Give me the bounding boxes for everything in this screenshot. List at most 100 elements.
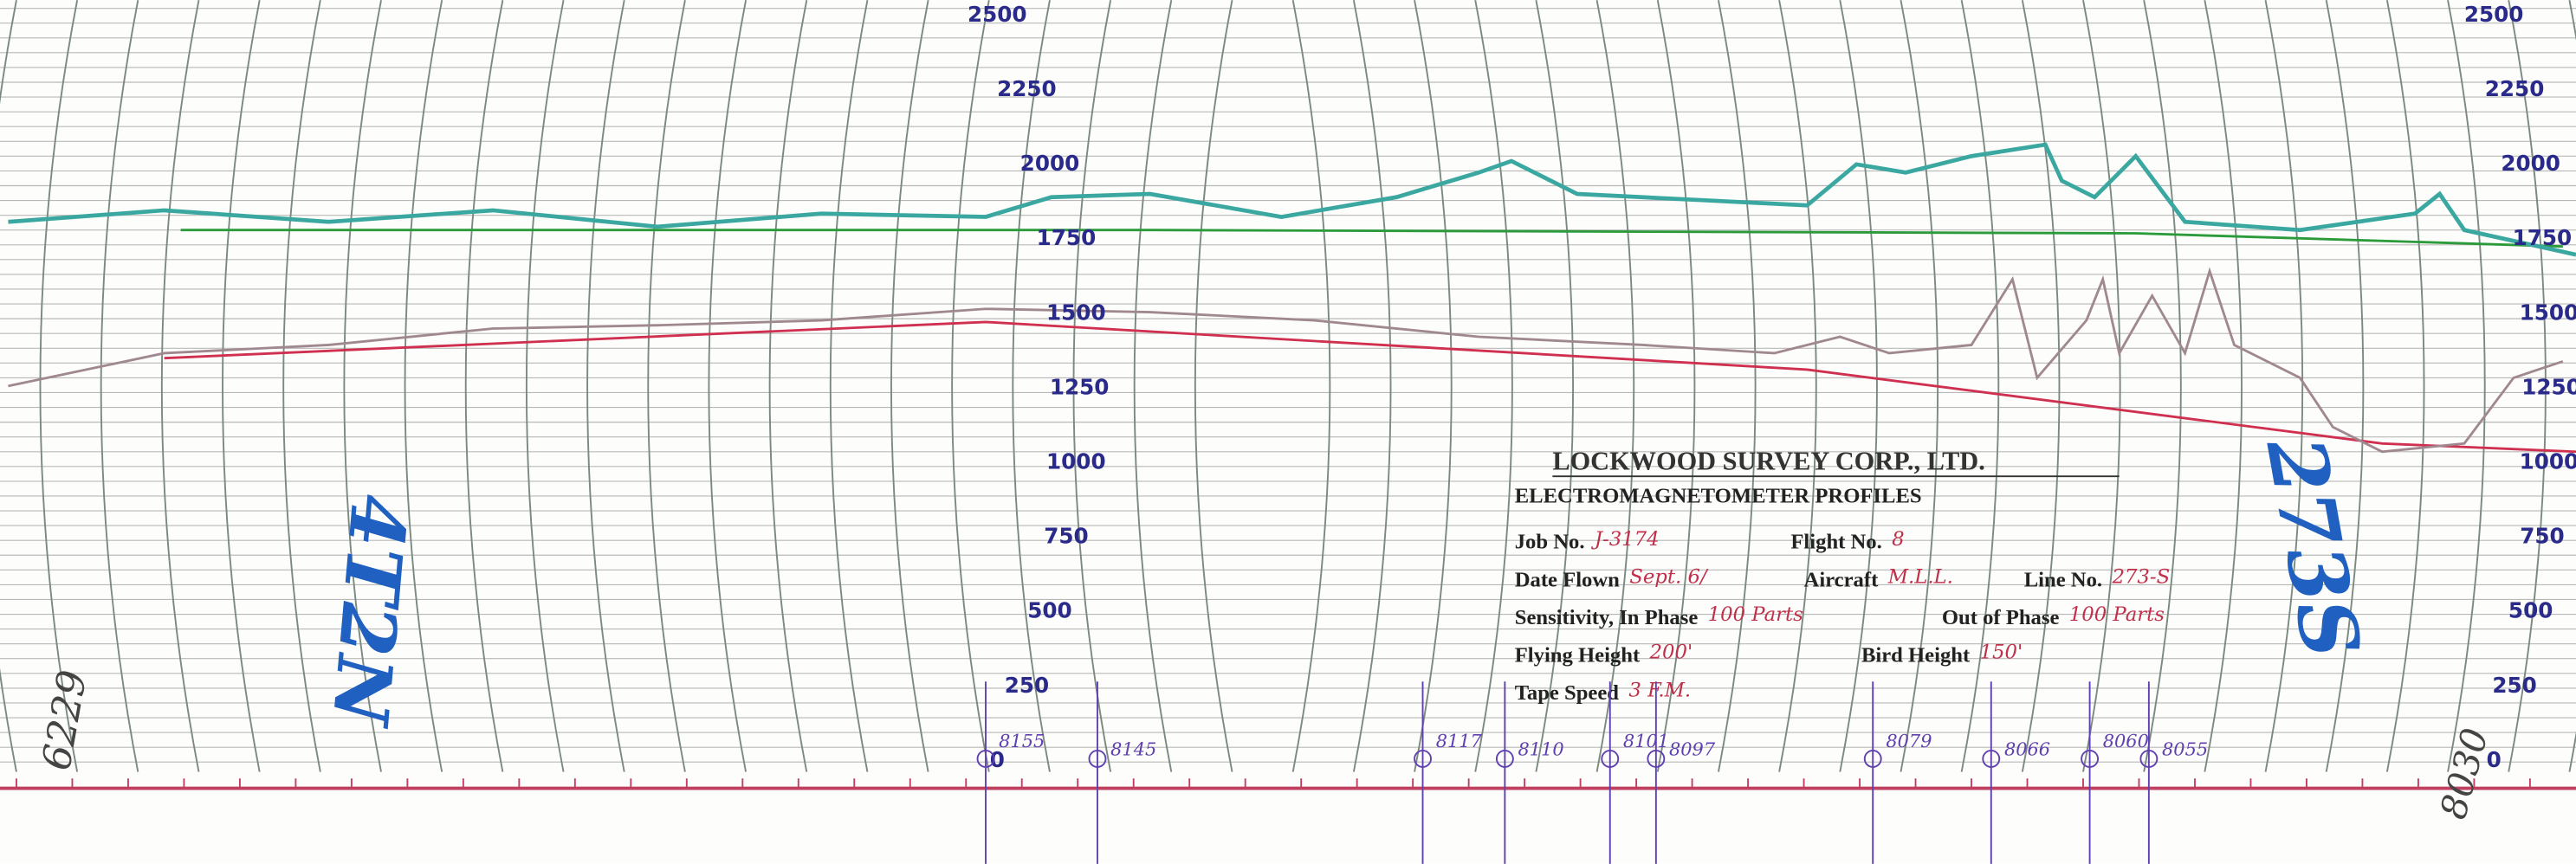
time-arc bbox=[708, 0, 748, 772]
fiducial-label: 8101 bbox=[1623, 731, 1669, 751]
scale-label-right: 2500 bbox=[2464, 2, 2524, 27]
scale-label-left: 1250 bbox=[1050, 374, 1110, 399]
scale-label-right: 2250 bbox=[2485, 76, 2545, 101]
scale-label-right: 250 bbox=[2492, 673, 2536, 698]
scale-label-right: 500 bbox=[2508, 598, 2553, 623]
fiducial-circle bbox=[1601, 750, 1620, 768]
field-value: 3 F.M. bbox=[1628, 679, 1691, 701]
field-label: Tape Speed bbox=[1515, 681, 1620, 705]
time-arc bbox=[2264, 0, 2304, 772]
time-arc bbox=[951, 0, 990, 772]
time-arc bbox=[586, 0, 625, 772]
time-arc bbox=[1352, 0, 1392, 772]
fiducial-label: 8097 bbox=[1669, 739, 1716, 760]
scale-label-left: 2000 bbox=[1020, 151, 1080, 176]
fiducial-label: 8066 bbox=[2004, 739, 2050, 760]
scale-label-right: 1250 bbox=[2521, 374, 2576, 399]
time-arc bbox=[2021, 0, 2061, 772]
time-arc bbox=[2143, 0, 2182, 772]
time-arc bbox=[2204, 0, 2243, 772]
left-note: 4T2N bbox=[314, 491, 424, 731]
scale-label-left: 750 bbox=[1044, 524, 1088, 549]
time-arc bbox=[282, 0, 321, 772]
field-value: J-3174 bbox=[1591, 528, 1660, 551]
field-label: Date Flown bbox=[1515, 568, 1620, 591]
fiducial-circle bbox=[976, 750, 995, 768]
field-value: Sept. 6/ bbox=[1629, 565, 1709, 588]
fiducial-label: 8079 bbox=[1886, 731, 1932, 751]
time-arc bbox=[2325, 0, 2365, 772]
fiducial-circle bbox=[1863, 750, 1882, 768]
time-arc bbox=[525, 0, 565, 772]
time-arc bbox=[1133, 0, 1173, 772]
time-arc bbox=[890, 0, 929, 772]
scale-label-right: 1000 bbox=[2520, 448, 2576, 474]
field-label: Sensitivity, In Phase bbox=[1515, 606, 1699, 629]
field-label: Aircraft bbox=[1804, 568, 1880, 591]
scale-label-right: 1500 bbox=[2520, 300, 2576, 325]
fiducial-circle bbox=[1647, 750, 1666, 768]
fiducial-circle bbox=[2081, 750, 2100, 768]
fiducial-label: 8155 bbox=[999, 731, 1045, 751]
time-arc bbox=[647, 0, 686, 772]
time-arc bbox=[1778, 0, 1817, 772]
time-arc bbox=[1839, 0, 1878, 772]
time-arc bbox=[100, 0, 139, 772]
quadrature-profile bbox=[8, 142, 2576, 257]
time-arc bbox=[829, 0, 869, 772]
time-arc bbox=[1414, 0, 1453, 772]
time-arc bbox=[1474, 0, 1513, 772]
fiducial-circle bbox=[1982, 750, 2001, 768]
time-arc bbox=[1717, 0, 1757, 772]
field-label: Line No. bbox=[2024, 568, 2102, 591]
field-value: 100 Parts bbox=[2069, 603, 2165, 626]
time-arc bbox=[768, 0, 808, 772]
title-block: LOCKWOOD SURVEY CORP., LTD. ELECTROMAGNE… bbox=[1515, 447, 2120, 508]
time-arc bbox=[1194, 0, 1233, 772]
fiducial-label: 8060 bbox=[2103, 731, 2149, 751]
time-arc bbox=[1012, 0, 1051, 772]
company: LOCKWOOD SURVEY CORP., LTD. bbox=[1552, 447, 1984, 476]
time-arc bbox=[1291, 0, 1331, 772]
scale-label-left: 2500 bbox=[968, 2, 1027, 27]
time-arc bbox=[1960, 0, 2000, 772]
fiducial-circle bbox=[1414, 750, 1432, 768]
scale-label-left: 2250 bbox=[997, 76, 1057, 101]
time-arc bbox=[2385, 0, 2425, 772]
fiducial-label: 8110 bbox=[1518, 739, 1564, 760]
scale-label-right: 750 bbox=[2520, 524, 2564, 549]
field-label: Flight No. bbox=[1790, 531, 1881, 554]
time-arc bbox=[222, 0, 261, 772]
time-arc bbox=[1595, 0, 1635, 772]
time-arc bbox=[2447, 0, 2486, 772]
quadrature-baseline bbox=[180, 229, 2563, 248]
scale-label-left: 1500 bbox=[1046, 300, 1106, 325]
field-label: Job No. bbox=[1515, 531, 1585, 554]
field-value: 100 Parts bbox=[1708, 603, 1803, 626]
time-arc bbox=[1656, 0, 1696, 772]
time-arc bbox=[1072, 0, 1112, 772]
fiducial-label: 8145 bbox=[1110, 739, 1156, 760]
time-arc bbox=[2082, 0, 2121, 772]
scale-label-left: 250 bbox=[1005, 673, 1049, 698]
time-arc bbox=[404, 0, 443, 772]
field-value: 150' bbox=[1980, 642, 2023, 664]
field-label: Bird Height bbox=[1861, 644, 1971, 667]
scale-label-right: 0 bbox=[2487, 747, 2502, 772]
subtitle: ELECTROMAGNETOMETER PROFILES bbox=[1515, 485, 1922, 508]
time-arc bbox=[343, 0, 382, 772]
field-value: 273-S bbox=[2111, 565, 2170, 588]
field-value: M.L.L. bbox=[1887, 565, 1953, 588]
fiducial-circle bbox=[1495, 750, 1514, 768]
in-phase-profile bbox=[8, 267, 2564, 454]
grid bbox=[0, 0, 2576, 772]
fiducial-label: 8117 bbox=[1436, 731, 1483, 751]
scale-label-right: 2000 bbox=[2501, 151, 2560, 176]
time-arc bbox=[464, 0, 504, 772]
scale-label-left: 0 bbox=[990, 747, 1005, 772]
scale-label-left: 1000 bbox=[1046, 448, 1106, 474]
fiducial-circle bbox=[1088, 750, 1107, 768]
field-value: 200' bbox=[1649, 642, 1693, 664]
